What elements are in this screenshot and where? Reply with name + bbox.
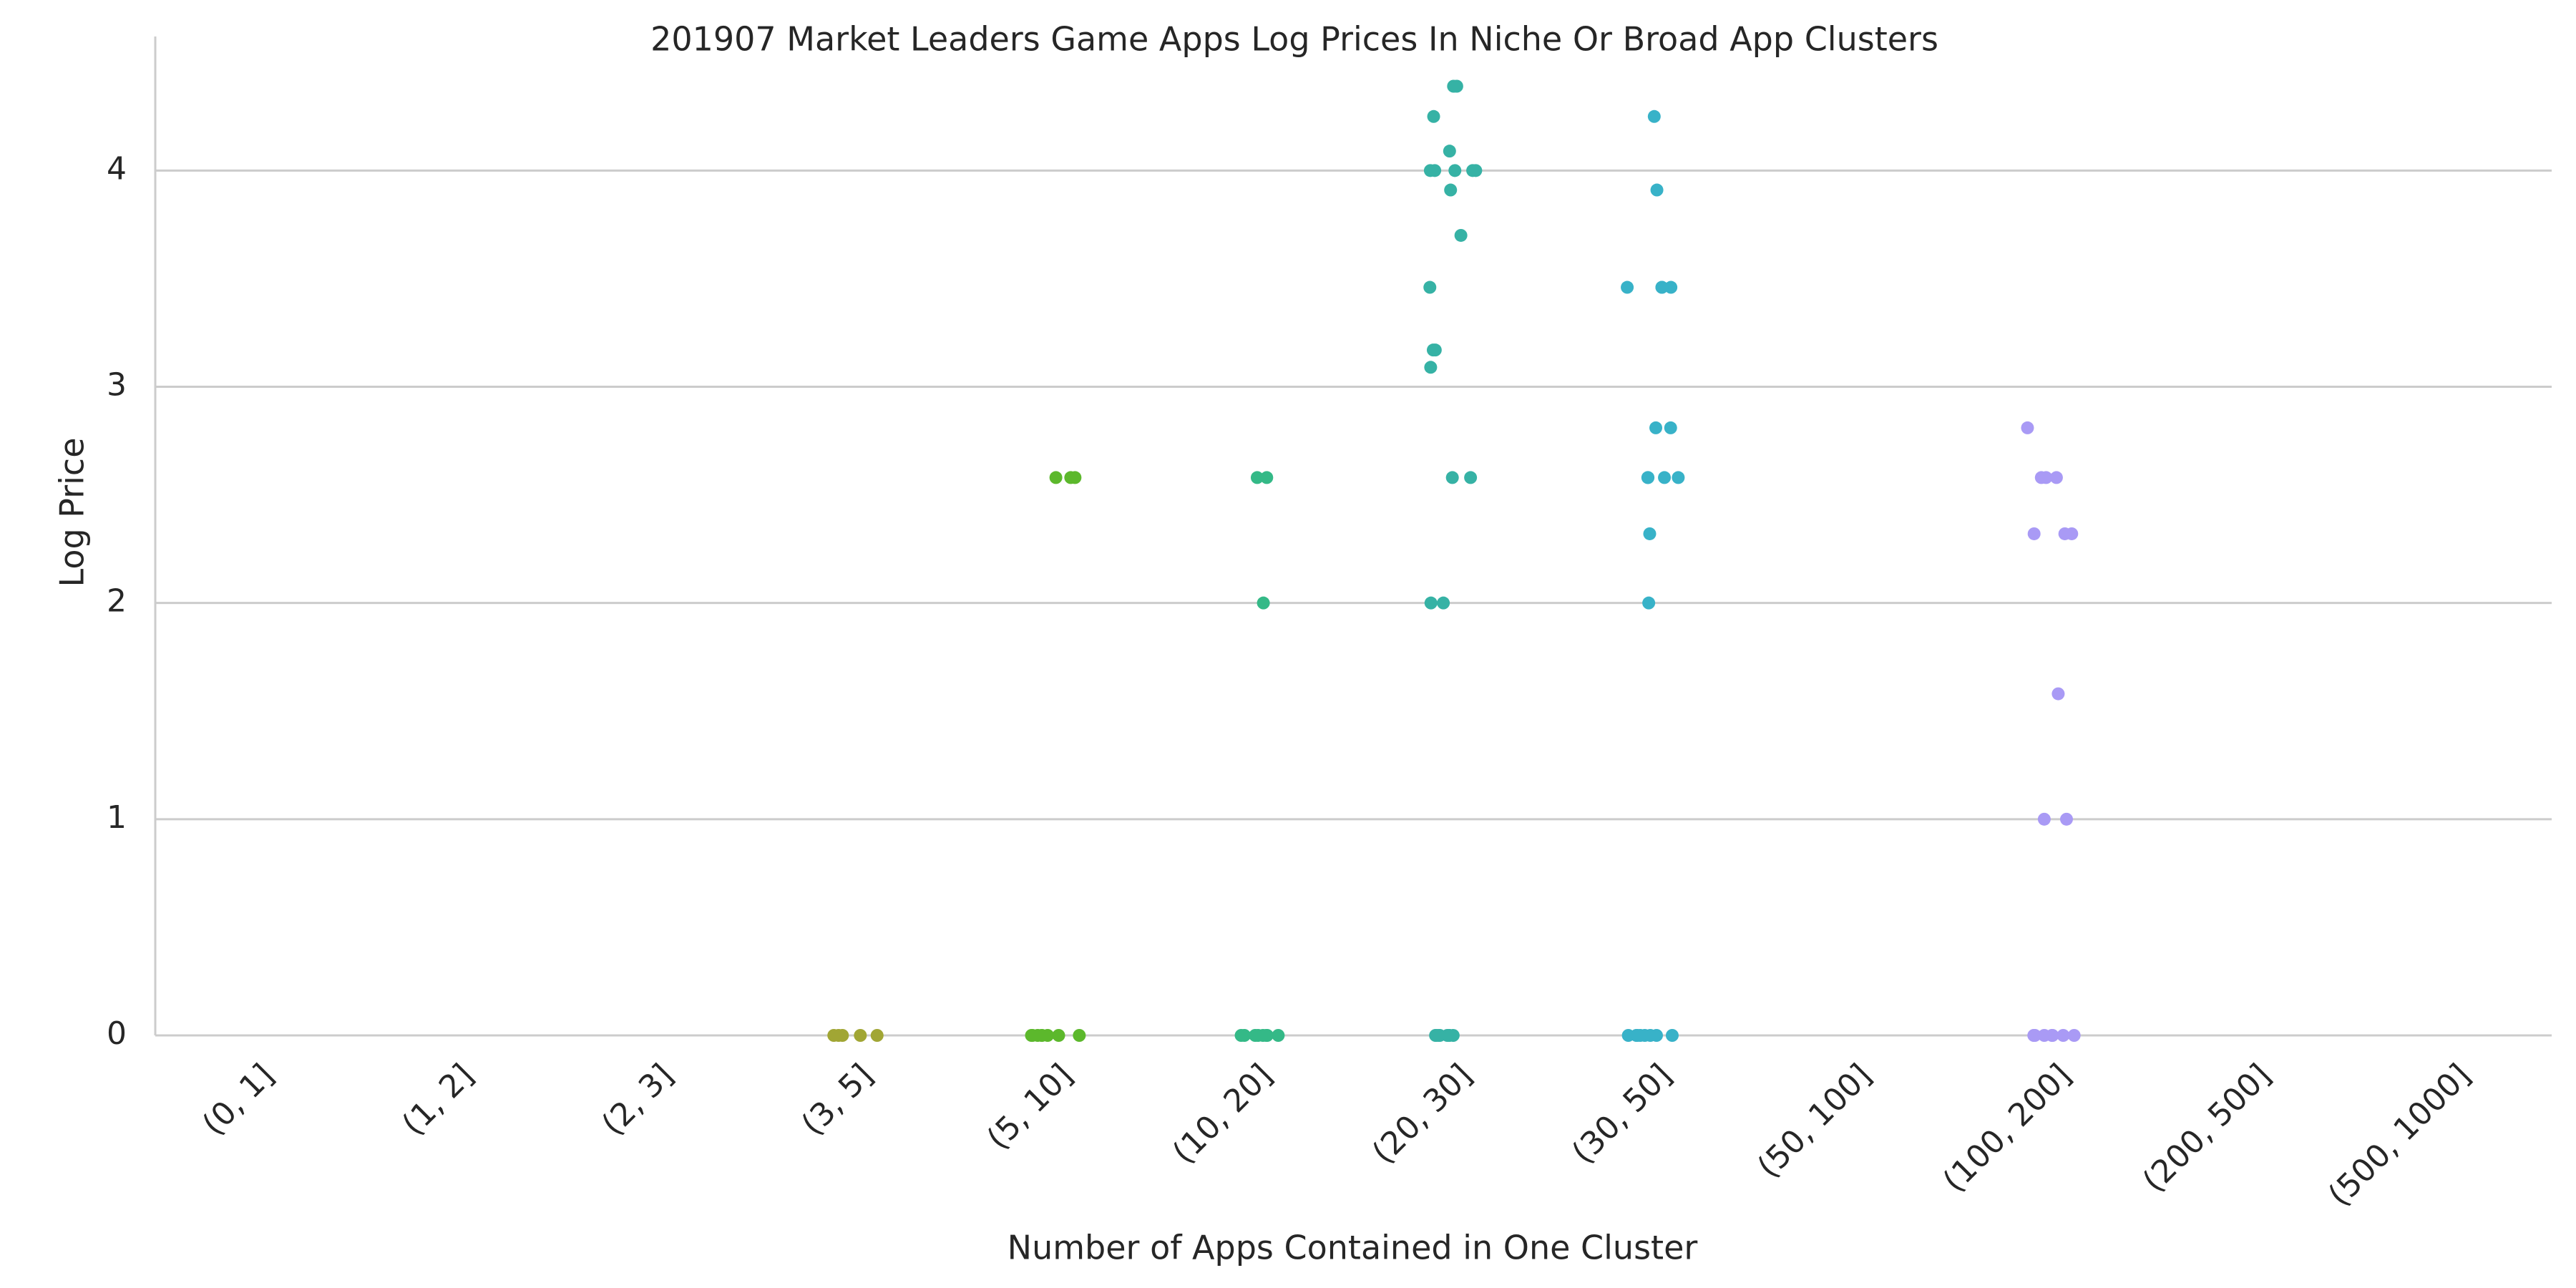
x-tick-label: (2, 3] xyxy=(595,1057,680,1143)
data-point xyxy=(2057,1029,2070,1042)
x-tick-label: (3, 5] xyxy=(794,1057,880,1143)
x-tick-label: (50, 100] xyxy=(1750,1057,1878,1185)
data-point xyxy=(1444,183,1458,197)
data-point xyxy=(1035,1029,1048,1042)
data-point xyxy=(2051,687,2065,701)
data-point xyxy=(1643,527,1657,540)
data-point xyxy=(870,1029,884,1042)
data-point xyxy=(1649,1029,1663,1042)
x-tick-label: (0, 1] xyxy=(195,1057,281,1143)
x-tick-label: (5, 10] xyxy=(980,1057,1080,1157)
x-tick-label: (200, 500] xyxy=(2136,1057,2278,1199)
y-tick-label: 4 xyxy=(107,150,127,187)
data-point xyxy=(1073,1029,1086,1042)
data-point xyxy=(1642,596,1656,610)
x-tick-label: (1, 2] xyxy=(395,1057,481,1143)
x-axis-label: Number of Apps Contained in One Cluster xyxy=(1008,1229,1698,1267)
data-point xyxy=(2059,812,2073,826)
data-point xyxy=(1424,361,1438,374)
data-point xyxy=(1647,109,1661,123)
data-point xyxy=(1621,280,1634,294)
data-point xyxy=(2037,1029,2051,1042)
data-point xyxy=(2058,527,2072,540)
data-point xyxy=(1649,421,1663,434)
y-tick-label: 0 xyxy=(107,1015,127,1052)
data-point xyxy=(1424,596,1438,610)
data-point xyxy=(1664,421,1677,434)
data-point xyxy=(2027,527,2041,540)
x-tick-label: (20, 30] xyxy=(1365,1057,1479,1171)
data-point xyxy=(1454,228,1468,242)
x-tick-label: (30, 50] xyxy=(1565,1057,1679,1171)
data-point xyxy=(1641,471,1655,484)
data-point xyxy=(831,1029,845,1042)
y-axis-label: Log Price xyxy=(53,438,92,587)
data-point xyxy=(2067,1029,2081,1042)
data-point xyxy=(1665,1029,1679,1042)
y-tick-label: 1 xyxy=(107,799,127,836)
data-point xyxy=(854,1029,867,1042)
data-point xyxy=(2027,1029,2041,1042)
data-point xyxy=(1445,471,1459,484)
data-point xyxy=(1049,471,1063,484)
y-tick-label: 3 xyxy=(107,367,127,404)
data-point xyxy=(1068,471,1082,484)
y-tick-label: 2 xyxy=(107,583,127,620)
data-point xyxy=(1650,183,1664,197)
data-point xyxy=(1260,1029,1274,1042)
data-point xyxy=(2034,471,2048,484)
data-point xyxy=(1443,145,1456,158)
data-point xyxy=(1428,343,1442,357)
data-point xyxy=(1423,280,1437,294)
data-point xyxy=(1249,1029,1262,1042)
data-point xyxy=(1052,1029,1065,1042)
data-point xyxy=(1655,280,1669,294)
data-point xyxy=(1446,1029,1460,1042)
data-point xyxy=(2021,421,2034,434)
x-tick-label: (10, 20] xyxy=(1166,1057,1279,1171)
data-point xyxy=(1260,471,1274,484)
data-point xyxy=(1423,164,1437,177)
data-point xyxy=(1450,79,1463,93)
data-point xyxy=(1272,1029,1285,1042)
data-point xyxy=(1250,471,1264,484)
data-point xyxy=(1025,1029,1038,1042)
data-point xyxy=(1437,596,1450,610)
data-point xyxy=(1448,164,1462,177)
data-point xyxy=(1631,1029,1644,1042)
data-point xyxy=(2037,812,2051,826)
data-point xyxy=(1464,471,1478,484)
data-point xyxy=(1672,471,1685,484)
data-point xyxy=(1238,1029,1252,1042)
x-tick-label: (500, 1000] xyxy=(2321,1057,2478,1214)
chart-title: 201907 Market Leaders Game Apps Log Pric… xyxy=(650,20,1938,59)
x-tick-label: (100, 200] xyxy=(1936,1057,2079,1199)
data-point xyxy=(1257,596,1270,610)
data-point xyxy=(1658,471,1672,484)
data-point xyxy=(1466,164,1480,177)
data-point xyxy=(1427,109,1440,123)
data-point xyxy=(2049,471,2063,484)
data-point xyxy=(1664,280,1678,294)
